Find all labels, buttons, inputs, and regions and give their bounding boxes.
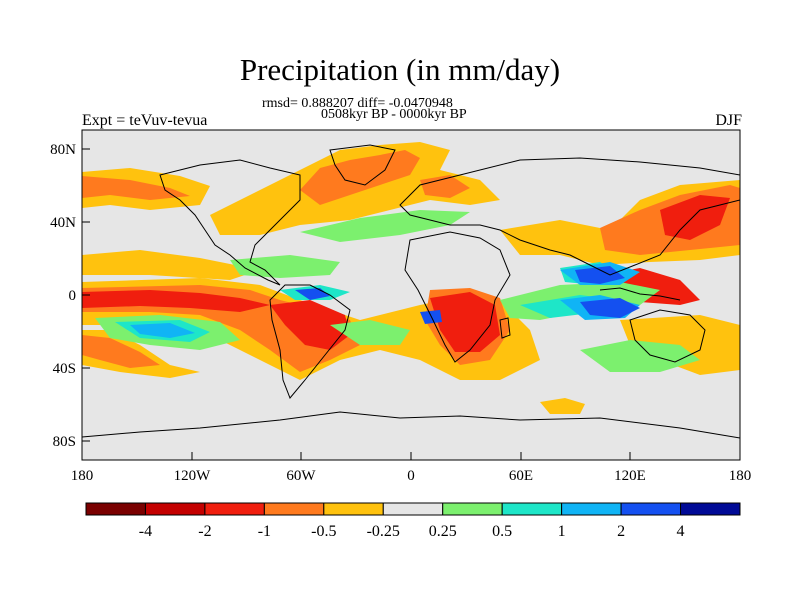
coast-europe-asia (399, 157, 740, 276)
anomaly-southern-ocean (540, 398, 585, 414)
colorbar-label: 1 (558, 523, 566, 540)
period-label: 0508kyr BP - 0000kyr BP (321, 107, 467, 122)
season-label: DJF (715, 112, 742, 129)
colorbar-swatch (144, 502, 206, 516)
lat-tick-marks (82, 148, 90, 442)
coast-madagascar (499, 317, 511, 339)
colorbar-swatch (561, 502, 622, 516)
colorbar-swatch (323, 502, 384, 516)
lat-tick-label: 0 (69, 288, 77, 304)
lat-tick-labels: 80N 40N 0 40S 80S (50, 142, 76, 450)
anomaly-amazon (270, 300, 350, 350)
lat-tick-label: 40N (50, 215, 76, 231)
lat-tick-label: 80N (50, 142, 76, 158)
lon-tick-label: 120E (614, 468, 646, 484)
colorbar-label: -0.25 (367, 523, 400, 540)
colorbar-swatch (382, 502, 444, 516)
coast-south-america (269, 284, 351, 399)
anomaly-siberia (420, 175, 470, 198)
colorbar-label: 0.25 (429, 523, 457, 540)
anomaly-equatorial-pacific (82, 290, 270, 312)
anomaly-central-africa (430, 292, 500, 352)
colorbar-label: 0.5 (492, 523, 512, 540)
anomaly-south-pacific-core (82, 335, 160, 368)
anomaly-southern-indian-green (580, 340, 700, 372)
coast-africa (404, 231, 511, 363)
anomaly-north-atlantic-green (300, 210, 470, 242)
colorbar-label: -4 (139, 523, 152, 540)
anomaly-bay-of-bengal-blue (575, 266, 625, 284)
colorbar-swatch (263, 502, 325, 516)
anomaly-subtropic-band (82, 250, 260, 280)
anomaly-south-atlantic-green (330, 320, 410, 345)
lat-tick-label: 40S (53, 361, 76, 377)
colorbar-label: -2 (198, 523, 211, 540)
colorbar-label: 4 (677, 523, 685, 540)
colorbar-swatch (204, 502, 265, 516)
coastlines (82, 144, 740, 439)
colorbar-swatch (442, 502, 503, 516)
lon-tick-label: 120W (174, 468, 212, 484)
colorbar-swatch (620, 502, 682, 516)
lon-tick-label: 0 (407, 468, 415, 484)
lon-tick-label: 60W (286, 468, 316, 484)
anomaly-indian-strong-blue (580, 298, 640, 318)
experiment-label: Expt = teVuv-tevua (82, 112, 208, 129)
coast-antarctica (82, 411, 740, 439)
coast-north-america (159, 159, 301, 286)
lon-tick-labels: 180 120W 60W 0 60E 120E 180 (71, 468, 752, 484)
lon-tick-label: 180 (729, 468, 752, 484)
stats-label: rmsd= 0.888207 diff= -0.0470948 (262, 96, 453, 111)
colorbar-label: -1 (258, 523, 271, 540)
anomaly-pacific-blue (130, 323, 195, 338)
colorbar-swatch (501, 502, 563, 516)
coast-australia (629, 309, 706, 363)
colorbar-swatch (85, 502, 146, 516)
anomaly-japan (660, 195, 730, 240)
colorbar-label: -0.5 (311, 523, 336, 540)
anomaly-alaska (82, 176, 190, 200)
lat-tick-label: 80S (53, 434, 76, 450)
colorbar-label: 2 (617, 523, 625, 540)
colorbar: -4 -2 -1 -0.5 -0.25 0.25 0.5 1 2 4 (85, 502, 741, 540)
lon-tick-marks (191, 452, 631, 460)
map-field (82, 130, 740, 460)
anomaly-greenland (300, 150, 420, 205)
anomaly-tropical-atlantic-green (230, 255, 340, 278)
lon-tick-label: 180 (71, 468, 94, 484)
coast-greenland (329, 144, 396, 186)
coast-indonesia (599, 287, 681, 301)
colorbar-swatch (680, 502, 741, 516)
lon-tick-label: 60E (509, 468, 533, 484)
plot-title: Precipitation (in mm/day) (239, 52, 561, 87)
